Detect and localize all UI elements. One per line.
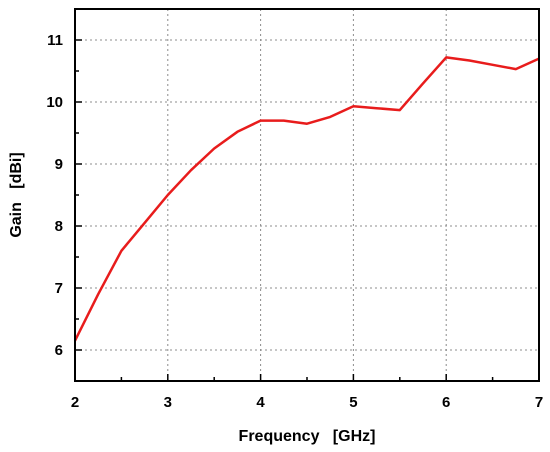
y-tick-label: 11 — [47, 32, 63, 49]
y-axis-title: Gain [dBi] — [8, 152, 25, 237]
y-tick-label: 8 — [55, 218, 63, 235]
axis-ticks — [74, 39, 540, 381]
x-tick-label: 4 — [256, 394, 265, 411]
x-axis-title: Frequency [GHz] — [239, 428, 376, 445]
series-layer — [73, 56, 540, 342]
gain-series-line — [73, 56, 540, 342]
tick-labels: 2 3 4 5 6 7 6 7 8 9 10 11 — [46, 32, 543, 411]
y-tick-label: 9 — [55, 156, 63, 173]
x-tick-label: 5 — [349, 394, 357, 411]
x-tick-label: 2 — [71, 394, 79, 411]
y-tick-label: 10 — [46, 94, 63, 111]
y-tick-label: 7 — [55, 280, 63, 297]
y-tick-label: 6 — [55, 342, 63, 359]
x-tick-label: 6 — [442, 394, 450, 411]
x-tick-label: 7 — [535, 394, 543, 411]
x-tick-label: 3 — [164, 394, 172, 411]
grid-lines — [75, 9, 539, 381]
plot-frame — [74, 8, 540, 382]
